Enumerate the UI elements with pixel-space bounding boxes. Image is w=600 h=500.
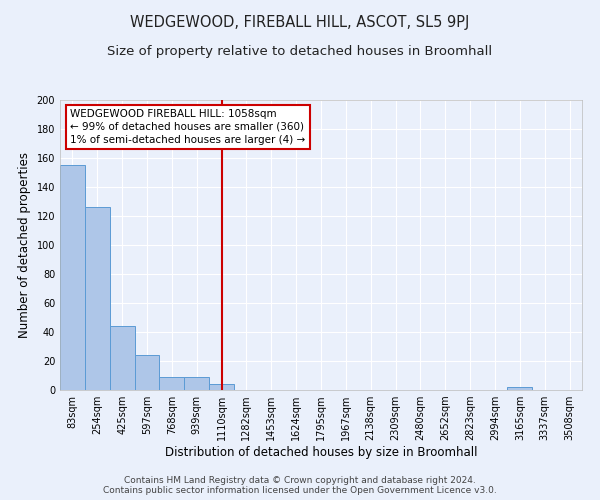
Bar <box>160 377 184 390</box>
Text: Contains HM Land Registry data © Crown copyright and database right 2024.: Contains HM Land Registry data © Crown c… <box>124 476 476 485</box>
Bar <box>508 387 532 390</box>
Text: Size of property relative to detached houses in Broomhall: Size of property relative to detached ho… <box>107 45 493 58</box>
Bar <box>110 326 134 390</box>
Bar <box>134 355 160 390</box>
Text: Contains public sector information licensed under the Open Government Licence v3: Contains public sector information licen… <box>103 486 497 495</box>
Bar <box>85 208 110 390</box>
Y-axis label: Number of detached properties: Number of detached properties <box>18 152 31 338</box>
X-axis label: Distribution of detached houses by size in Broomhall: Distribution of detached houses by size … <box>165 446 477 459</box>
Text: WEDGEWOOD FIREBALL HILL: 1058sqm
← 99% of detached houses are smaller (360)
1% o: WEDGEWOOD FIREBALL HILL: 1058sqm ← 99% o… <box>70 108 305 145</box>
Bar <box>209 384 234 390</box>
Bar <box>184 377 209 390</box>
Bar <box>60 165 85 390</box>
Text: WEDGEWOOD, FIREBALL HILL, ASCOT, SL5 9PJ: WEDGEWOOD, FIREBALL HILL, ASCOT, SL5 9PJ <box>130 15 470 30</box>
